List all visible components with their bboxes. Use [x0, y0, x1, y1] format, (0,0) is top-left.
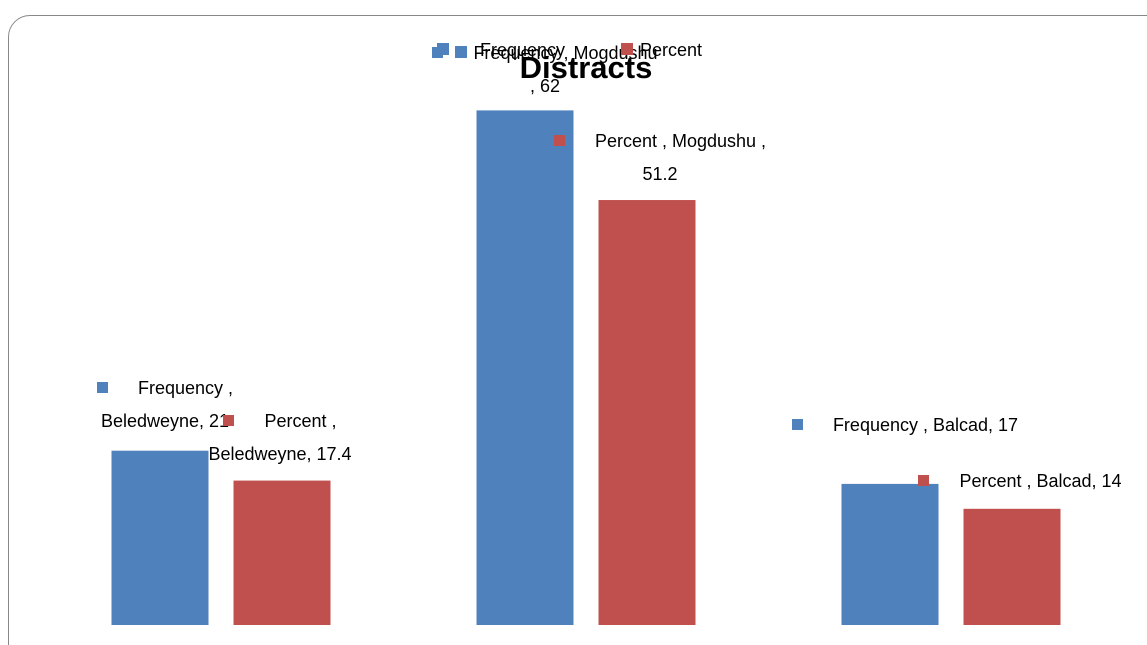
- data-label: Percent , Balcad, 14: [959, 471, 1122, 491]
- bar: [598, 200, 696, 626]
- data-label: Percent , Beledweyne, 17.4: [208, 411, 352, 464]
- data-label: Frequency , Beledweyne, 21: [100, 378, 234, 431]
- legend-label: Percent: [640, 40, 703, 60]
- data-label-box: Frequency , Mogdushu , 62: [430, 37, 660, 103]
- data-label-box: Frequency , Beledweyne, 21: [60, 372, 270, 438]
- bar: [233, 480, 331, 625]
- label-marker: [223, 415, 235, 426]
- bar: [476, 110, 574, 625]
- data-label-box: Frequency , Balcad, 17: [775, 409, 1035, 442]
- data-label: Percent , Mogdushu , 51.2: [594, 131, 767, 184]
- legend-marker: [455, 46, 467, 58]
- label-marker: [918, 475, 930, 486]
- bar: [963, 508, 1061, 625]
- legend-marker: [437, 43, 449, 55]
- data-label: Frequency , Mogdushu , 62: [473, 43, 658, 96]
- data-label-box: Percent , Mogdushu , 51.2: [540, 125, 780, 191]
- data-label-box: Percent , Beledweyne, 17.4: [175, 405, 385, 471]
- chart-frame: [8, 15, 1147, 645]
- data-label: Frequency , Balcad, 17: [832, 415, 1019, 435]
- bar: [111, 450, 209, 625]
- label-marker: [791, 419, 803, 430]
- legend-label: Frequency: [480, 40, 566, 60]
- label-marker: [553, 135, 565, 146]
- legend-marker: [621, 43, 633, 55]
- label-marker: [96, 382, 108, 393]
- bar: [841, 483, 939, 625]
- data-label-box: Percent , Balcad, 14: [895, 465, 1145, 498]
- chart-title: Distracts: [519, 50, 653, 85]
